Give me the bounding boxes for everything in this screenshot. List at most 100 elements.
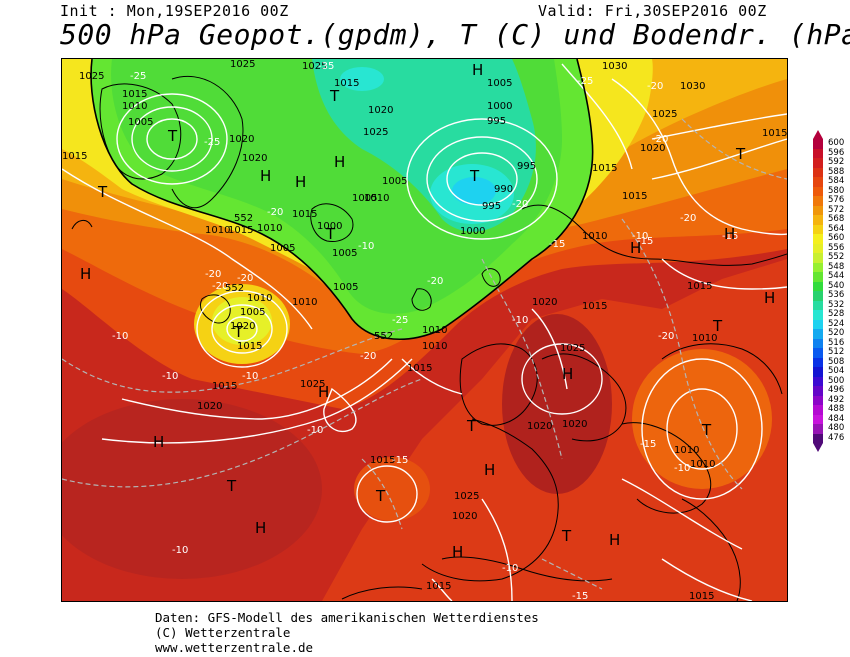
legend-row: 596: [811, 147, 850, 158]
temp-label: -20: [360, 351, 376, 362]
pressure-label: 1005: [332, 248, 357, 259]
legend-swatch: [813, 424, 823, 434]
weather-map[interactable]: 1025 1025 1015 1010 1005 1020 1020 1015 …: [61, 58, 788, 602]
pressure-label: 1005: [487, 78, 512, 89]
legend-label: 532: [828, 299, 845, 310]
legend-swatch: [813, 177, 823, 187]
pressure-label: 1020: [230, 321, 255, 332]
temp-label: -10: [502, 563, 518, 574]
pressure-label: 1015: [687, 281, 712, 292]
legend-swatch: [813, 319, 823, 329]
legend-row: 492: [811, 395, 850, 405]
legend-swatch: [813, 215, 823, 225]
legend-label: 596: [828, 147, 845, 158]
pressure-label: 1010: [364, 193, 389, 204]
pressure-label: 1015: [292, 209, 317, 220]
legend-swatch: [813, 414, 823, 424]
pressure-label: 1015: [689, 591, 714, 601]
temp-label: -10: [172, 545, 188, 556]
pressure-label: 1025: [363, 127, 388, 138]
high-marker: H: [724, 225, 735, 243]
pressure-label: 1020: [242, 153, 267, 164]
legend-swatch: [813, 357, 823, 367]
pressure-label: 1000: [460, 226, 485, 237]
temp-label: -15: [722, 231, 738, 242]
contour-552: [90, 59, 594, 341]
legend-label: 496: [828, 385, 845, 395]
legend-label: 488: [828, 404, 845, 414]
legend-swatch: [813, 367, 823, 377]
pressure-label: 1010: [582, 231, 607, 242]
legend-label: 588: [828, 166, 845, 177]
legend-label: 556: [828, 242, 845, 253]
legend-row: 508: [811, 357, 850, 367]
pressure-label: 1015: [212, 381, 237, 392]
temp-label: -10: [162, 371, 178, 382]
fill-heat-core: [502, 314, 612, 494]
isotherms: [62, 118, 787, 590]
legend-swatch: [813, 338, 823, 348]
legend-swatch: [813, 291, 823, 301]
legend-row: 556: [811, 242, 850, 253]
legend-row: 476: [811, 433, 850, 443]
pressure-label: 1015: [622, 191, 647, 202]
data-credit: Daten: GFS-Modell des amerikanischen Wet…: [155, 610, 539, 655]
pressure-labels: 1025 1025 1015 1010 1005 1020 1020 1015 …: [62, 59, 787, 601]
legend-swatch: [813, 148, 823, 158]
pressure-label: 1020: [640, 143, 665, 154]
pressure-label: 1015: [762, 128, 787, 139]
legend-swatch: [813, 310, 823, 320]
pressure-label: 1010: [247, 293, 272, 304]
pressure-label: 1010: [205, 225, 230, 236]
legend-label: 524: [828, 318, 845, 329]
legend-row: 488: [811, 404, 850, 415]
high-marker: H: [334, 153, 345, 171]
legend-row: 484: [811, 413, 850, 424]
gpdm-labels: 552 552 552: [225, 213, 393, 342]
temp-label: -20: [647, 81, 663, 92]
gpdm-label: 552: [225, 283, 244, 294]
pressure-label: 1010: [690, 459, 715, 470]
pressure-label: 1005: [352, 193, 377, 204]
legend-label: 484: [828, 413, 845, 424]
pressure-label: 1020: [532, 297, 557, 308]
temp-label: -10: [242, 371, 258, 382]
pressure-label: 1015: [370, 455, 395, 466]
legend-row: 504: [811, 366, 850, 377]
legend-swatch: [813, 253, 823, 263]
legend-label: 528: [828, 309, 845, 319]
pressure-label: 1010: [292, 297, 317, 308]
pressure-label: 1005: [240, 307, 265, 318]
pressure-label: 1020: [562, 419, 587, 430]
pressure-label: 1025: [560, 343, 585, 354]
low-marker: T: [97, 183, 108, 201]
pressure-label: 1015: [237, 341, 262, 352]
pressure-label: 1020: [452, 511, 477, 522]
pressure-label: 1015: [228, 225, 253, 236]
pressure-label: 1030: [680, 81, 705, 92]
pressure-label: 995: [482, 201, 501, 212]
temp-label: -15: [572, 591, 588, 601]
temperature-labels: -25 -35 -25 -25 -20 -20 -10 -15 -20 -15 …: [112, 61, 738, 601]
high-marker: H: [472, 61, 483, 79]
temp-label: -20: [652, 134, 668, 145]
legend-row: 512: [811, 347, 850, 358]
pressure-label: 1000: [487, 101, 512, 112]
legend-swatch: [813, 243, 823, 253]
legend-swatch: [813, 224, 823, 234]
legend-swatch: [813, 167, 823, 177]
legend-swatch: [813, 234, 823, 244]
temp-label: -10: [358, 241, 374, 252]
low-marker: T: [167, 127, 178, 145]
legend-swatch: [813, 205, 823, 215]
temp-label: -25: [392, 315, 408, 326]
legend-label: 568: [828, 214, 845, 224]
legend-label: 576: [828, 195, 845, 205]
gpdm-label: 552: [374, 331, 393, 342]
color-scale-legend: 600 596 592 588 584 580 576 572 568 564 560 556 552 5…: [811, 130, 850, 452]
legend-row: 580: [811, 186, 850, 196]
pressure-label: 1020: [229, 134, 254, 145]
legend-row: 528: [811, 309, 850, 320]
pressure-label: 1025: [454, 491, 479, 502]
temp-label: -10: [632, 231, 648, 242]
